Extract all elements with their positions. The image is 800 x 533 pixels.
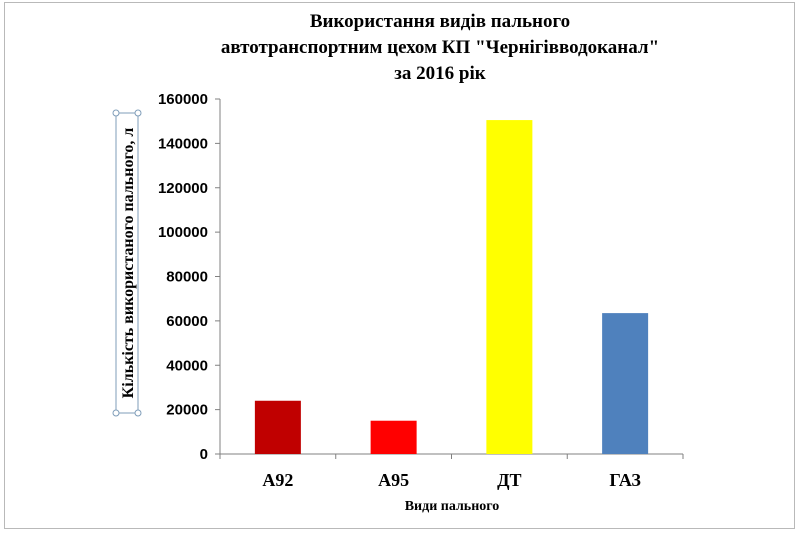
x-category-label: ГАЗ bbox=[609, 470, 641, 490]
resize-handle-bottom-right[interactable] bbox=[134, 409, 142, 417]
y-tick-label: 100000 bbox=[158, 224, 208, 241]
y-tick-label: 120000 bbox=[158, 180, 208, 197]
category-labels: А92 А95 ДТ ГАЗ bbox=[262, 470, 641, 490]
resize-handle-top-right[interactable] bbox=[134, 109, 142, 117]
x-category-label: ДТ bbox=[497, 470, 521, 490]
y-axis-title-box[interactable] bbox=[115, 112, 139, 414]
y-ticks: 0 20000 40000 60000 80000 100000 120000 140000 1… bbox=[158, 91, 220, 463]
chart-title-line-1: Використання видів пального bbox=[310, 11, 570, 32]
x-category-label: А95 bbox=[378, 470, 409, 490]
chart-title-line-3: за 2016 рік bbox=[394, 63, 485, 84]
bar-3 bbox=[486, 120, 533, 454]
bars bbox=[254, 120, 649, 454]
y-tick-label: 40000 bbox=[166, 357, 208, 374]
bar-4 bbox=[602, 313, 649, 454]
y-tick-label: 0 bbox=[200, 446, 208, 463]
resize-handle-top-left[interactable] bbox=[112, 109, 120, 117]
x-ticks bbox=[219, 454, 684, 459]
y-tick-label: 80000 bbox=[166, 269, 208, 286]
x-category-label: А92 bbox=[262, 470, 293, 490]
resize-handle-bottom-left[interactable] bbox=[112, 409, 120, 417]
chart-title-line-2: автотранспортним цехом КП "Чернігівводок… bbox=[221, 37, 659, 58]
y-tick-label: 60000 bbox=[166, 313, 208, 330]
y-tick-label: 160000 bbox=[158, 91, 208, 108]
y-axis-title: Кількість використаного пального, л bbox=[120, 128, 137, 399]
bar-1 bbox=[254, 400, 301, 454]
y-tick-label: 20000 bbox=[166, 402, 208, 419]
y-tick-label: 140000 bbox=[158, 135, 208, 152]
x-axis-title: Види пального bbox=[405, 499, 500, 514]
bar-2 bbox=[370, 420, 417, 454]
